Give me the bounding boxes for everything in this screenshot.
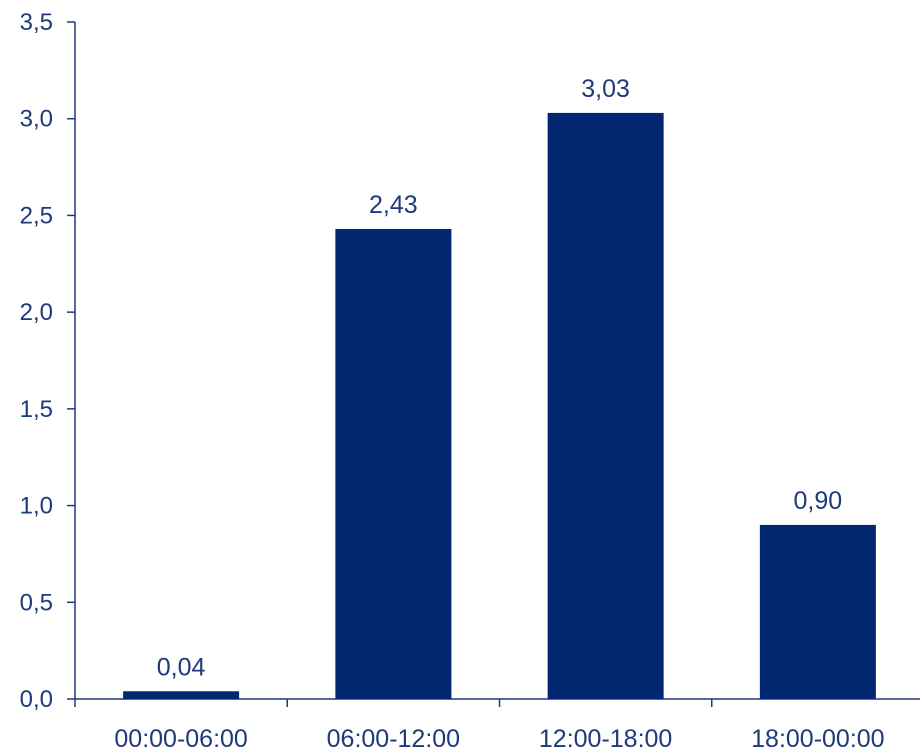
y-tick-label: 3,0 — [20, 106, 53, 133]
y-tick-label: 1,0 — [20, 493, 53, 520]
x-tick-label: 12:00-18:00 — [539, 725, 672, 753]
y-tick-label: 2,5 — [20, 202, 53, 229]
data-label: 3,03 — [581, 75, 630, 103]
y-tick-label: 2,0 — [20, 299, 53, 326]
y-tick-label: 1,5 — [20, 396, 53, 423]
x-tick-label: 06:00-12:00 — [327, 725, 460, 753]
data-label: 2,43 — [369, 191, 418, 219]
y-tick-label: 0,5 — [20, 589, 53, 616]
x-tick-label: 18:00-00:00 — [751, 725, 884, 753]
data-labels: 0,04 2,43 3,03 0,90 — [157, 75, 842, 681]
x-tick-label: 00:00-06:00 — [114, 725, 247, 753]
y-tick-label: 0,0 — [20, 686, 53, 713]
y-axis: 0,0 0,5 1,0 1,5 2,0 2,5 3,0 3,5 — [20, 9, 76, 713]
bar-06:00-12:00 — [335, 228, 452, 699]
bar-00:00-06:00 — [123, 691, 240, 699]
bar-12:00-18:00 — [547, 112, 664, 699]
y-tick-label: 3,5 — [20, 9, 53, 36]
x-axis: 00:00-06:00 06:00-12:00 12:00-18:00 18:00-0… — [74, 698, 920, 753]
data-label: 0,90 — [794, 487, 843, 515]
data-label: 0,04 — [157, 653, 206, 681]
bars — [123, 112, 876, 699]
bar-18:00-00:00 — [759, 524, 876, 699]
